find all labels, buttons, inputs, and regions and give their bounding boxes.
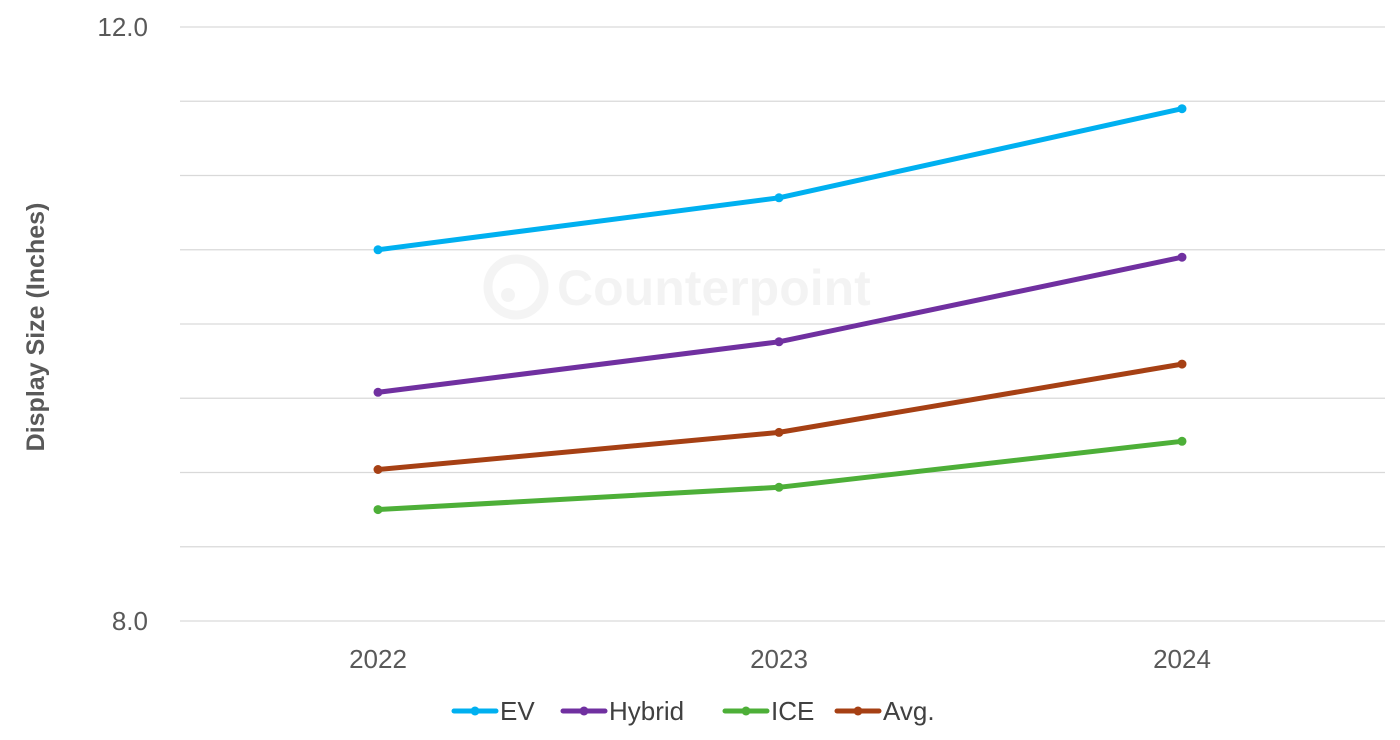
data-point-avg bbox=[774, 427, 784, 437]
data-point-ev bbox=[1177, 104, 1187, 114]
x-tick-label: 2022 bbox=[349, 644, 407, 674]
data-point-hybrid bbox=[774, 337, 784, 347]
series-ice bbox=[373, 436, 1187, 515]
data-point-ice bbox=[1177, 436, 1187, 446]
series-avg bbox=[373, 359, 1187, 474]
gridlines bbox=[180, 26, 1385, 622]
data-point-ice bbox=[774, 482, 784, 492]
legend-item-avg: Avg. bbox=[834, 696, 935, 726]
legend-label-ice: ICE bbox=[771, 696, 814, 726]
legend-item-hybrid: Hybrid bbox=[560, 696, 684, 726]
y-axis: 8.0 12.0 bbox=[97, 12, 148, 636]
y-tick-label: 12.0 bbox=[97, 12, 148, 42]
data-point-ev bbox=[373, 245, 383, 255]
legend-marker-hybrid bbox=[579, 706, 589, 716]
series-line-ev bbox=[375, 106, 1185, 253]
legend-marker-ice bbox=[741, 706, 751, 716]
watermark-logo-dot bbox=[501, 288, 515, 302]
legend-item-ice: ICE bbox=[722, 696, 814, 726]
watermark-text: Counterpoint bbox=[557, 260, 871, 316]
data-point-ev bbox=[774, 193, 784, 203]
legend-item-ev: EV bbox=[451, 696, 535, 726]
series-line-ice bbox=[375, 438, 1185, 513]
x-tick-label: 2023 bbox=[750, 644, 808, 674]
watermark-logo-icon bbox=[483, 254, 549, 320]
data-point-avg bbox=[373, 465, 383, 474]
data-point-hybrid bbox=[1177, 252, 1187, 262]
series-hybrid bbox=[373, 252, 1187, 397]
y-axis-title: Display Size (Inches) bbox=[22, 203, 50, 452]
series-lines bbox=[373, 104, 1187, 515]
legend: EV Hybrid ICE Avg. bbox=[451, 696, 935, 726]
legend-marker-avg bbox=[853, 706, 863, 716]
series-ev bbox=[373, 104, 1187, 255]
legend-marker-ev bbox=[470, 706, 480, 716]
x-axis: 2022 2023 2024 bbox=[349, 644, 1211, 674]
y-tick-label: 8.0 bbox=[112, 606, 148, 636]
watermark: Counterpoint bbox=[483, 254, 871, 320]
legend-label-ev: EV bbox=[500, 696, 535, 726]
data-point-hybrid bbox=[373, 387, 383, 397]
data-point-avg bbox=[1177, 359, 1187, 369]
legend-label-hybrid: Hybrid bbox=[609, 696, 684, 726]
x-tick-label: 2024 bbox=[1153, 644, 1211, 674]
data-point-ice bbox=[373, 505, 383, 515]
legend-label-avg: Avg. bbox=[883, 696, 935, 726]
